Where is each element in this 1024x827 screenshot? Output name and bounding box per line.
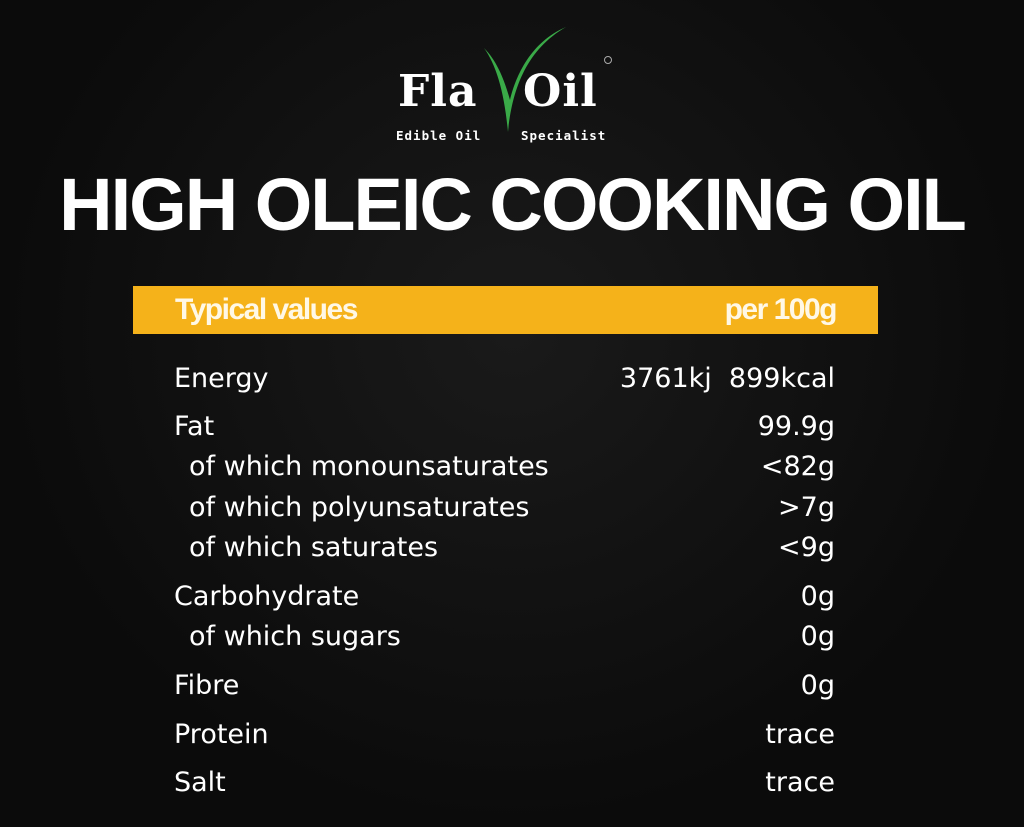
table-row: of which sugars 0g bbox=[174, 620, 835, 654]
row-label: of which polyunsaturates bbox=[189, 492, 530, 523]
row-value: 0g bbox=[800, 581, 835, 612]
table-row: Carbohydrate 0g bbox=[174, 580, 835, 614]
row-value: 99.9g bbox=[757, 411, 835, 442]
table-row: Protein trace bbox=[174, 718, 835, 752]
row-label: of which sugars bbox=[189, 621, 401, 652]
logo-text-left: Fla bbox=[398, 66, 478, 117]
logo-tagline-left: Edible Oil bbox=[396, 128, 482, 143]
flavoil-logo: Fla Oil Edible Oil Specialist bbox=[396, 20, 616, 142]
row-label: Carbohydrate bbox=[174, 581, 360, 612]
table-row: Fat 99.9g bbox=[174, 410, 835, 444]
row-label: of which monounsaturates bbox=[189, 451, 549, 482]
table-row: Salt trace bbox=[174, 766, 835, 800]
row-value: 3761kj 899kcal bbox=[619, 363, 835, 394]
table-row: of which saturates <9g bbox=[174, 531, 835, 565]
row-label: Fat bbox=[174, 411, 215, 442]
row-value: >7g bbox=[778, 492, 835, 523]
row-label: of which saturates bbox=[189, 532, 439, 563]
row-value: 0g bbox=[800, 621, 835, 652]
logo-tagline-right: Specialist bbox=[521, 128, 607, 143]
row-value: trace bbox=[765, 719, 835, 750]
row-value: <82g bbox=[760, 451, 835, 482]
table-row: Energy 3761kj 899kcal bbox=[174, 362, 835, 396]
row-label: Fibre bbox=[174, 670, 240, 701]
header-unit: per 100g bbox=[724, 293, 838, 326]
table-row: of which monounsaturates <82g bbox=[174, 450, 835, 484]
page-title: HIGH OLEIC COOKING OIL bbox=[59, 163, 967, 246]
header-label: Typical values bbox=[175, 293, 358, 326]
row-label: Energy bbox=[174, 363, 269, 394]
table-row: of which polyunsaturates >7g bbox=[174, 491, 835, 525]
table-header: Typical values per 100g bbox=[133, 286, 878, 334]
row-label: Salt bbox=[174, 767, 226, 798]
logo-text-right: Oil bbox=[523, 66, 598, 117]
row-label: Protein bbox=[174, 719, 269, 750]
green-v-icon bbox=[484, 27, 612, 132]
row-value: trace bbox=[765, 767, 835, 798]
row-value: <9g bbox=[778, 532, 835, 563]
table-row: Fibre 0g bbox=[174, 669, 835, 703]
row-value: 0g bbox=[800, 670, 835, 701]
